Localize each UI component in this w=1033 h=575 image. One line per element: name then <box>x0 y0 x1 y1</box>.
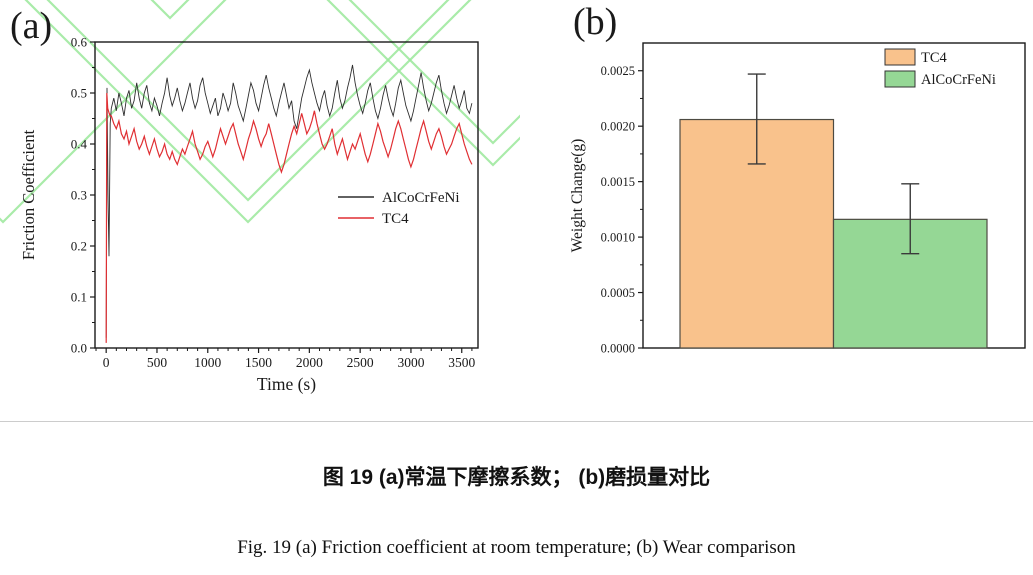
svg-text:0.0: 0.0 <box>71 341 87 356</box>
svg-text:0.2: 0.2 <box>71 239 87 254</box>
svg-text:0.4: 0.4 <box>71 137 88 152</box>
panel-b-label: (b) <box>573 1 618 43</box>
svg-text:TC4: TC4 <box>382 211 409 227</box>
svg-text:0.0000: 0.0000 <box>601 342 635 356</box>
svg-text:Time (s): Time (s) <box>257 374 316 394</box>
friction-line-chart: 0 500 1000 1500 2000 2500 3000 3500 0.0 0.1 0.2 0.3… <box>19 35 479 394</box>
svg-text:1500: 1500 <box>245 355 272 370</box>
svg-text:0.0015: 0.0015 <box>601 175 635 189</box>
svg-text:0.3: 0.3 <box>71 188 87 203</box>
svg-text:0.0025: 0.0025 <box>601 64 635 78</box>
svg-text:0.1: 0.1 <box>71 290 87 305</box>
section-divider <box>0 421 1033 422</box>
svg-text:0.5: 0.5 <box>71 86 87 101</box>
svg-text:0.0010: 0.0010 <box>601 231 635 245</box>
svg-text:1000: 1000 <box>194 355 221 370</box>
svg-text:2000: 2000 <box>296 355 323 370</box>
svg-text:3000: 3000 <box>397 355 424 370</box>
panel-a-label: (a) <box>10 5 53 47</box>
figure-caption-english: Fig. 19 (a) Friction coefficient at room… <box>237 537 796 558</box>
svg-text:0.0005: 0.0005 <box>601 286 635 300</box>
svg-text:Friction Coefficient: Friction Coefficient <box>19 129 38 260</box>
svg-text:500: 500 <box>147 355 168 370</box>
svg-text:Weight Change(g): Weight Change(g) <box>569 139 586 253</box>
svg-text:0.6: 0.6 <box>71 35 88 50</box>
svg-text:AlCoCrFeNi: AlCoCrFeNi <box>382 190 460 206</box>
wear-bar-chart: 0.0000 0.0005 0.0010 0.0015 0.0020 0.0025 Weig… <box>569 42 1026 356</box>
svg-text:3500: 3500 <box>448 355 475 370</box>
svg-text:2500: 2500 <box>347 355 374 370</box>
svg-text:AlCoCrFeNi: AlCoCrFeNi <box>921 72 996 88</box>
svg-text:0: 0 <box>103 355 110 370</box>
svg-text:TC4: TC4 <box>921 50 948 66</box>
figure-caption-chinese: 图 19 (a)常温下摩擦系数； (b)磨损量对比 <box>322 466 711 489</box>
svg-text:0.0020: 0.0020 <box>601 120 635 134</box>
